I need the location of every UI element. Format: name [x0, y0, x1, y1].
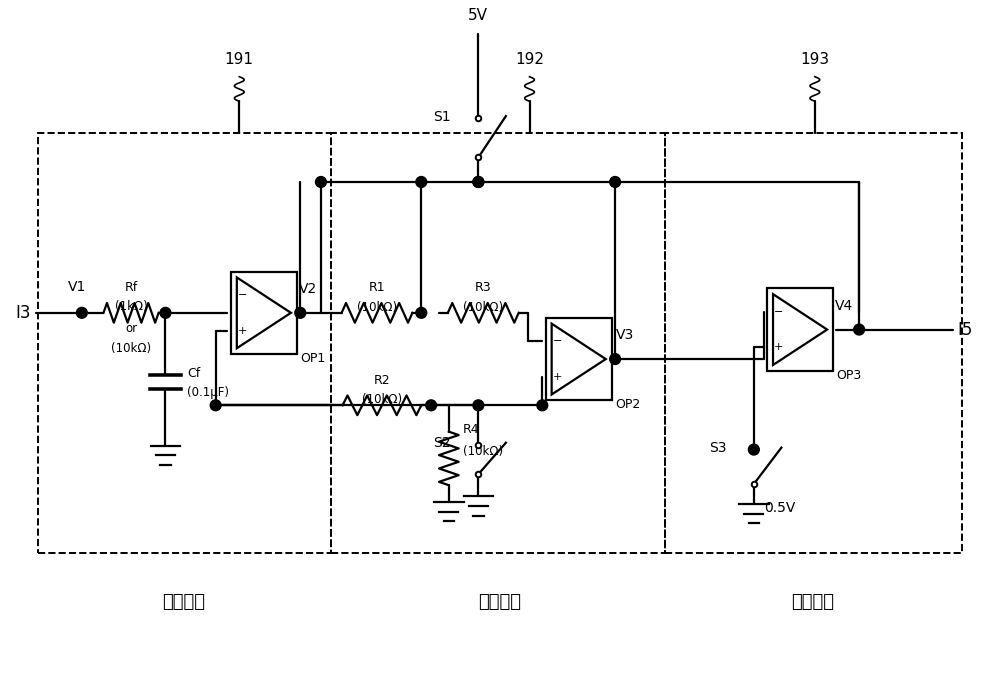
- Text: or: or: [125, 322, 137, 335]
- Text: S1: S1: [433, 110, 451, 124]
- Text: R4: R4: [463, 423, 479, 436]
- Text: 193: 193: [800, 52, 829, 67]
- Text: OP2: OP2: [615, 398, 641, 411]
- Text: +: +: [238, 326, 247, 335]
- Circle shape: [473, 400, 484, 410]
- Circle shape: [473, 177, 484, 187]
- Text: (10kΩ): (10kΩ): [357, 301, 397, 314]
- Circle shape: [854, 324, 865, 335]
- Circle shape: [610, 354, 621, 365]
- Text: 0.5V: 0.5V: [764, 501, 795, 514]
- Circle shape: [210, 400, 221, 410]
- Circle shape: [316, 177, 326, 187]
- Text: 减法电路: 减法电路: [479, 593, 522, 611]
- Circle shape: [160, 307, 171, 318]
- Text: 192: 192: [515, 52, 544, 67]
- Text: V1: V1: [68, 280, 86, 294]
- Circle shape: [473, 177, 484, 187]
- Text: (1kΩ): (1kΩ): [115, 300, 147, 313]
- Text: OP3: OP3: [837, 369, 862, 382]
- Circle shape: [610, 177, 621, 187]
- Bar: [38, 133, 331, 553]
- Text: −: −: [238, 290, 247, 300]
- Text: +: +: [553, 372, 562, 382]
- Circle shape: [295, 307, 306, 318]
- Circle shape: [416, 177, 427, 187]
- Text: R3: R3: [475, 281, 492, 294]
- Text: 积分电路: 积分电路: [162, 593, 205, 611]
- Text: (10kΩ): (10kΩ): [463, 301, 503, 314]
- Text: 比较电路: 比较电路: [791, 593, 834, 611]
- Text: V3: V3: [616, 329, 634, 342]
- Text: −: −: [774, 307, 784, 317]
- Circle shape: [426, 400, 437, 410]
- Text: R2: R2: [374, 374, 390, 387]
- Text: 191: 191: [225, 52, 254, 67]
- Text: −: −: [553, 336, 562, 346]
- Text: R1: R1: [369, 281, 385, 294]
- Bar: [231, 272, 297, 354]
- Circle shape: [537, 400, 548, 410]
- Bar: [331, 133, 665, 553]
- Bar: [665, 133, 962, 553]
- Text: S3: S3: [709, 441, 726, 455]
- Circle shape: [748, 444, 759, 455]
- Text: (10kΩ): (10kΩ): [111, 342, 151, 355]
- Text: V4: V4: [835, 299, 853, 313]
- Text: Rf: Rf: [124, 281, 138, 294]
- Bar: [767, 288, 833, 371]
- Text: (0.1μF): (0.1μF): [187, 387, 229, 400]
- Text: 5V: 5V: [468, 8, 488, 23]
- Circle shape: [76, 307, 87, 318]
- Text: +: +: [774, 342, 784, 352]
- Text: I3: I3: [15, 304, 31, 322]
- Text: V2: V2: [299, 282, 317, 296]
- Text: (10kΩ): (10kΩ): [463, 445, 503, 458]
- Text: (10kΩ): (10kΩ): [362, 393, 402, 406]
- Text: I5: I5: [958, 320, 973, 339]
- Text: S2: S2: [433, 436, 451, 449]
- Circle shape: [416, 307, 427, 318]
- Bar: [546, 318, 612, 400]
- Text: OP1: OP1: [300, 352, 326, 365]
- Text: Cf: Cf: [187, 367, 200, 380]
